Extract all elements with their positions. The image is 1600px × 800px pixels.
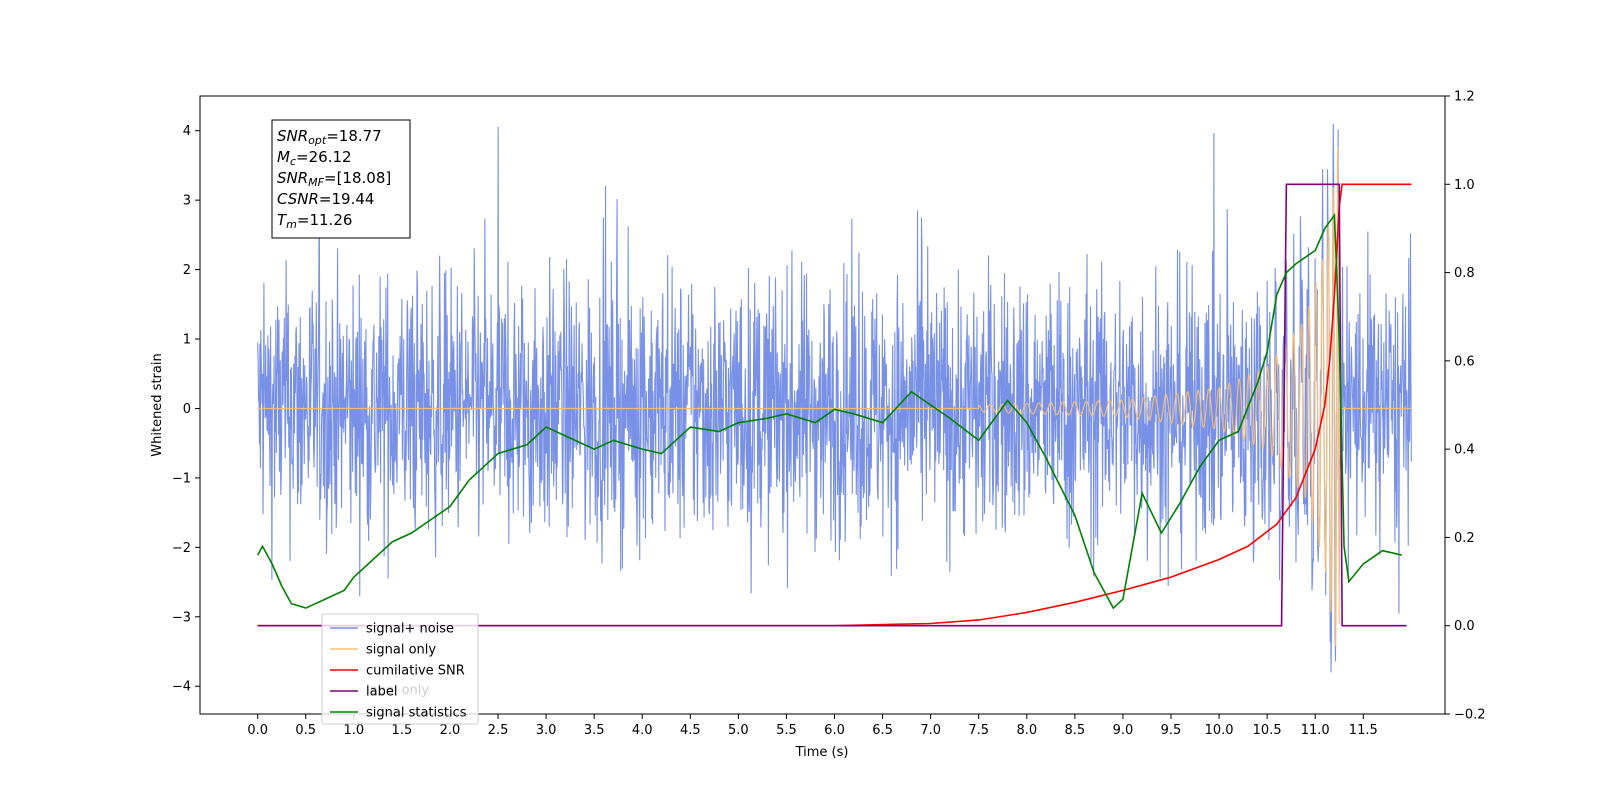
y2-tick-label: 0.0: [1454, 619, 1475, 634]
series-cumilative-snr: [257, 183, 1412, 627]
legend-frame: [321, 613, 479, 725]
y-tick-label: 0: [183, 402, 191, 417]
annotation-subscript: m: [286, 218, 297, 231]
annotation-subscript: opt: [308, 134, 327, 147]
series-signal-plus-noise: [257, 123, 1412, 673]
annotation-line: SNRopt=18.77: [277, 127, 382, 147]
series-label: [257, 183, 1407, 627]
annotation-line: SNRMF=[18.08]: [277, 169, 391, 189]
annotation-line: Tm=11.26: [277, 211, 352, 231]
annotation-line: Mc=26.12: [277, 148, 352, 168]
y-tick-label: 3: [183, 194, 191, 209]
x-tick-label: 7.5: [968, 723, 989, 738]
legend-label: signal statistics: [366, 706, 467, 721]
x-tick-label: 0.0: [247, 723, 268, 738]
y2-tick-label: −0.2: [1454, 708, 1486, 723]
annotation-value: =19.44: [319, 190, 375, 208]
x-tick-label: 6.0: [824, 723, 845, 738]
annotation-symbol: SNR: [277, 169, 308, 187]
y-tick-label: 1: [183, 333, 191, 348]
annotation-value: =11.26: [297, 211, 353, 229]
annotation-subscript: c: [290, 155, 296, 168]
axes-frame: [199, 95, 1446, 715]
y-tick-label: 2: [183, 263, 191, 278]
y2-tick-label: 0.6: [1454, 354, 1475, 369]
x-tick-label: 7.0: [920, 723, 941, 738]
annotation-value: =[18.08]: [324, 169, 391, 187]
y-tick-label: 4: [183, 124, 191, 139]
x-tick-label: 8.5: [1065, 723, 1086, 738]
x-axis: 0.0 0.5 1.0 1.5 2.0 2.5 3.0 3.5 4.0 4.5 5.0 5.5 6.0 6…: [247, 714, 1378, 738]
annotation-frame: [271, 119, 411, 239]
x-tick-label: 0.5: [295, 723, 316, 738]
x-tick-label: 5.0: [728, 723, 749, 738]
annotation-symbol: M: [277, 148, 290, 166]
x-tick-label: 11.5: [1349, 723, 1378, 738]
x-tick-label: 1.0: [343, 723, 364, 738]
y-tick-label: −4: [172, 680, 191, 695]
x-tick-label: 1.5: [392, 723, 413, 738]
y2-tick-label: 0.4: [1454, 443, 1475, 458]
x-tick-label: 3.0: [536, 723, 557, 738]
stats-annotation-box: SNRopt=18.77Mc=26.12SNRMF=[18.08]CSNR=19…: [271, 119, 411, 239]
plot-area: [256, 123, 1412, 673]
x-tick-label: 8.0: [1016, 723, 1037, 738]
y-axis-left: 4 3 2 1 0 −1 −2 −3 −4: [172, 124, 200, 695]
x-tick-label: 10.5: [1253, 723, 1282, 738]
annotation-symbol: SNR: [277, 127, 308, 145]
x-tick-label: 4.5: [680, 723, 701, 738]
x-tick-label: 2.5: [488, 723, 509, 738]
y-tick-label: −3: [172, 610, 191, 625]
y2-tick-label: 1.2: [1454, 90, 1475, 105]
x-tick-label: 3.5: [584, 723, 605, 738]
legend-label: signal+ noise: [366, 622, 454, 637]
x-axis-label: Time (s): [795, 745, 849, 760]
legend-label: signal only: [366, 643, 436, 658]
annotation-line: CSNR=19.44: [277, 190, 374, 208]
legend-label: label: [366, 685, 397, 700]
y-tick-label: −2: [172, 541, 191, 556]
y2-tick-label: 1.0: [1454, 178, 1475, 193]
legend-label: cumilative SNR: [366, 664, 465, 679]
annotation-symbol: CSNR: [277, 190, 319, 208]
y2-tick-label: 0.8: [1454, 266, 1475, 281]
y-axis-label: Whitened strain: [150, 353, 165, 456]
x-tick-label: 6.5: [872, 723, 893, 738]
x-tick-label: 5.5: [776, 723, 797, 738]
x-tick-label: 10.0: [1205, 723, 1234, 738]
x-tick-label: 11.0: [1301, 723, 1330, 738]
x-tick-label: 2.0: [440, 723, 461, 738]
annotation-value: =26.12: [296, 148, 352, 166]
annotation-value: =18.77: [326, 127, 382, 145]
y-tick-label: −1: [172, 471, 191, 486]
series-signal-only: [257, 146, 1412, 647]
x-tick-label: 4.0: [632, 723, 653, 738]
x-tick-label: 9.0: [1113, 723, 1134, 738]
annotation-symbol: T: [277, 211, 288, 229]
y-axis-right: 1.2 1.0 0.8 0.6 0.4 0.2 0.0 −0.2: [1445, 90, 1486, 723]
x-tick-label: 9.5: [1161, 723, 1182, 738]
annotation-subscript: MF: [308, 176, 324, 189]
y2-tick-label: 0.2: [1454, 531, 1475, 546]
series-signal-statistics: [256, 212, 1402, 610]
